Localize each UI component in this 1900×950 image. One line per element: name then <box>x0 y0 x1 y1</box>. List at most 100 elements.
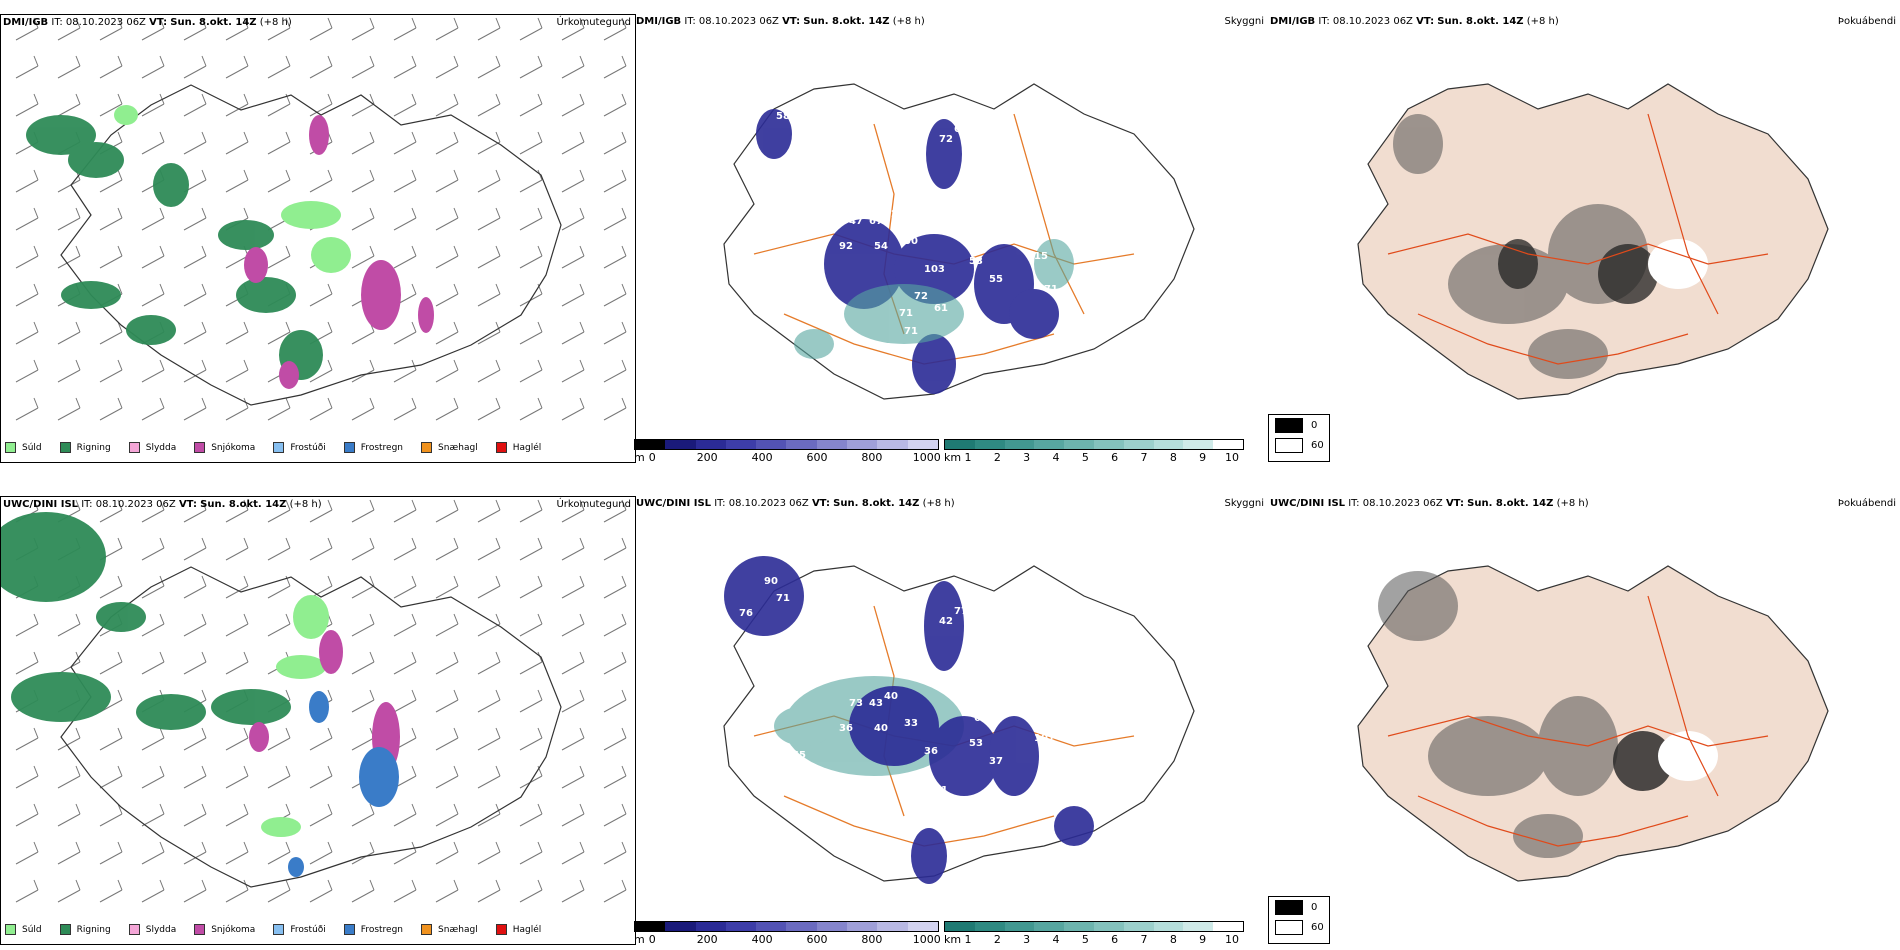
wind-barb <box>519 17 543 41</box>
scale-cell <box>756 440 787 449</box>
wind-barb <box>477 537 501 561</box>
it-label: IT: <box>714 498 726 509</box>
scale-cell <box>877 922 908 931</box>
fog-title: Þokuábendi <box>1837 498 1896 509</box>
fog-legend-item: 0 <box>1269 897 1329 917</box>
cloud-base-label: 9 <box>964 634 971 645</box>
wind-barb <box>561 727 585 751</box>
wind-barb <box>351 131 375 155</box>
wind-barb <box>393 93 417 117</box>
wind-barb <box>309 803 333 827</box>
scale-cell <box>1034 440 1065 449</box>
wind-barb <box>393 245 417 269</box>
cloud-base-label: 82 <box>984 700 998 711</box>
wind-barb <box>435 689 459 713</box>
wind-barb <box>183 131 207 155</box>
scale-cell <box>1123 922 1154 931</box>
legend-label: Snæhagl <box>438 442 478 453</box>
scale-tick-label: 5 <box>1081 933 1089 946</box>
legend-item: Snæhagl <box>421 442 478 453</box>
wind-barb <box>225 537 249 561</box>
wind-barb <box>561 17 585 41</box>
wind-barb <box>435 359 459 383</box>
scale-tick-label: 6 <box>1111 451 1119 464</box>
model-name: UWC/DINI ISL <box>3 499 79 510</box>
scale-cell <box>1213 922 1243 931</box>
scale-cell <box>1064 440 1094 449</box>
wind-barb <box>141 765 165 789</box>
wind-barb <box>99 207 123 231</box>
wind-barb <box>351 613 375 637</box>
wind-barb <box>519 841 543 865</box>
fog-map-top <box>1357 83 1829 400</box>
vt-value: Sun. 8.okt. 14Z <box>200 499 287 510</box>
scale-tick-label: 200 <box>696 451 718 464</box>
wind-barb <box>393 499 417 523</box>
fog-legend-swatch <box>1275 899 1303 915</box>
wind-barb <box>225 17 249 41</box>
wind-barb <box>393 131 417 155</box>
wind-barb <box>267 841 291 865</box>
wind-barb <box>267 575 291 599</box>
wind-barb <box>477 169 501 193</box>
wind-barb <box>393 841 417 865</box>
legend-item: Snjókoma <box>194 924 255 935</box>
wind-barb <box>351 841 375 865</box>
wind-barb <box>309 17 333 41</box>
wind-barb <box>351 245 375 269</box>
wind-barb <box>99 397 123 421</box>
wind-barb <box>435 613 459 637</box>
legend-label: Rigning <box>76 924 111 935</box>
wind-barb <box>351 879 375 903</box>
wind-barb <box>183 283 207 307</box>
scale-cell <box>974 922 1005 931</box>
header-bottom-precip: UWC/DINI ISL IT: 08.10.2023 06Z VT: Sun.… <box>3 499 322 510</box>
cloud-base-label: 92 <box>839 241 853 252</box>
wind-barb <box>267 169 291 193</box>
legend-label: Haglél <box>512 442 542 453</box>
legend-swatch <box>421 924 433 935</box>
wind-barb <box>141 575 165 599</box>
scale-tick-label: 200 <box>696 933 718 946</box>
wind-barb <box>225 841 249 865</box>
wind-barb <box>99 321 123 345</box>
cloudbase-scale: m 0 200 400 600 800 1000 <box>634 921 941 946</box>
lead-time: (+8 h) <box>259 17 292 28</box>
wind-barb <box>519 727 543 751</box>
scale-bar <box>944 439 1244 450</box>
legend-item: Súld <box>5 924 42 935</box>
wind-barb <box>183 55 207 79</box>
scale-cell <box>665 922 696 931</box>
scale-unit: m <box>634 451 645 464</box>
wind-barb <box>183 727 207 751</box>
header-bottom-cloud: UWC/DINI ISL IT: 08.10.2023 06Z VT: Sun.… <box>636 498 955 509</box>
legend-label: Snjókoma <box>211 442 256 453</box>
fog-legend-label: 0 <box>1311 419 1318 431</box>
wind-barb <box>309 55 333 79</box>
legend-item: Frostúði <box>273 442 326 453</box>
cloud-base-label: 88 <box>964 136 978 147</box>
wind-barb <box>183 803 207 827</box>
scale-cell <box>847 922 878 931</box>
wind-barb <box>393 879 417 903</box>
wind-barb <box>477 93 501 117</box>
wind-barb <box>519 613 543 637</box>
wind-barb <box>183 93 207 117</box>
cloud-base-label: 67 <box>869 216 883 227</box>
wind-barb <box>99 879 123 903</box>
wind-barb <box>141 537 165 561</box>
wind-barb <box>603 575 627 599</box>
wind-barb <box>183 879 207 903</box>
scale-tick-label: 600 <box>806 451 828 464</box>
wind-barb <box>435 207 459 231</box>
wind-barb <box>477 321 501 345</box>
wind-barb <box>603 131 627 155</box>
wind-barb <box>57 169 81 193</box>
cloud-base-label: 40 <box>884 691 898 702</box>
legend-label: Rigning <box>76 442 111 453</box>
scale-tick-label: 1 <box>964 451 972 464</box>
cloud-base-label: 127 <box>964 152 985 163</box>
header-top-cloud: DMI/IGB IT: 08.10.2023 06Z VT: Sun. 8.ok… <box>636 16 925 27</box>
lead-time: (+8 h) <box>1556 498 1589 509</box>
cloud-base-label: 16 <box>764 94 778 105</box>
